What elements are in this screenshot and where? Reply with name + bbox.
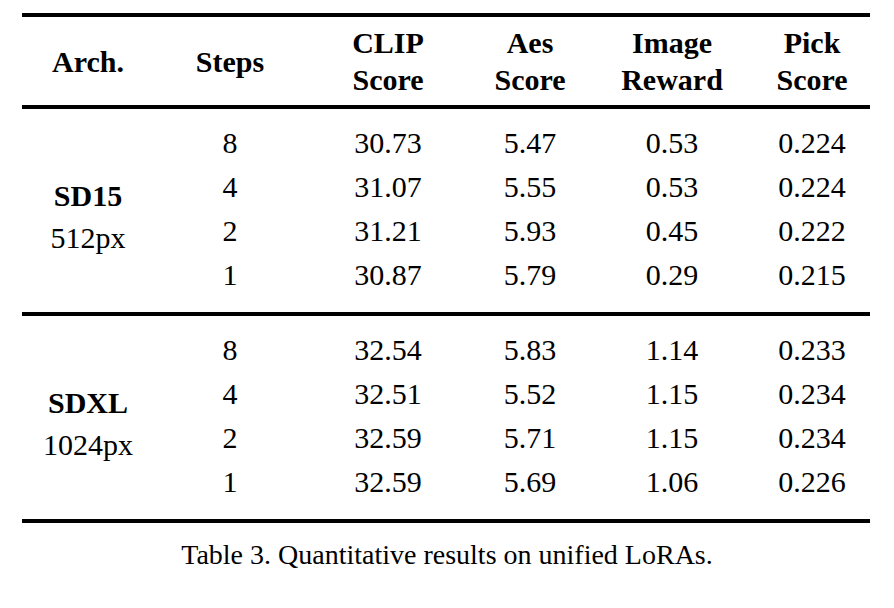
cell-image-reward: 0.53: [590, 165, 754, 209]
arch-name: SD15: [22, 175, 154, 217]
cell-aes-score: 5.55: [470, 165, 590, 209]
cell-aes-score: 5.79: [470, 253, 590, 314]
cell-aes-score: 5.52: [470, 372, 590, 416]
cell-clip-score: 32.59: [306, 460, 470, 521]
cell-aes-score: 5.47: [470, 107, 590, 165]
cell-image-reward: 0.29: [590, 253, 754, 314]
cell-steps: 1: [154, 253, 306, 314]
arch-cell-sd15: SD15 512px: [22, 107, 154, 314]
cell-clip-score: 31.07: [306, 165, 470, 209]
column-header-pick-score: Pick Score: [754, 15, 870, 107]
cell-steps: 8: [154, 314, 306, 372]
cell-image-reward: 0.45: [590, 209, 754, 253]
arch-resolution: 1024px: [22, 424, 154, 466]
arch-resolution: 512px: [22, 217, 154, 259]
cell-clip-score: 32.59: [306, 416, 470, 460]
cell-clip-score: 31.21: [306, 209, 470, 253]
row-group-sd15: SD15 512px 8 30.73 5.47 0.53 0.224 4 31.…: [22, 107, 870, 314]
column-header-image-reward: Image Reward: [590, 15, 754, 107]
cell-pick-score: 0.234: [754, 372, 870, 416]
cell-steps: 2: [154, 416, 306, 460]
table-caption: Table 3. Quantitative results on unified…: [0, 537, 894, 573]
cell-clip-score: 30.73: [306, 107, 470, 165]
arch-name: SDXL: [22, 382, 154, 424]
arch-cell-sdxl: SDXL 1024px: [22, 314, 154, 521]
cell-steps: 4: [154, 372, 306, 416]
cell-image-reward: 1.06: [590, 460, 754, 521]
cell-pick-score: 0.234: [754, 416, 870, 460]
cell-aes-score: 5.71: [470, 416, 590, 460]
row-group-sdxl: SDXL 1024px 8 32.54 5.83 1.14 0.233 4 32…: [22, 314, 870, 521]
paper-table-figure: Arch. Steps CLIP Score Aes Score Image R…: [0, 0, 894, 608]
cell-image-reward: 0.53: [590, 107, 754, 165]
table-row: SD15 512px 8 30.73 5.47 0.53 0.224: [22, 107, 870, 165]
cell-pick-score: 0.226: [754, 460, 870, 521]
table-row: SDXL 1024px 8 32.54 5.83 1.14 0.233: [22, 314, 870, 372]
cell-image-reward: 1.15: [590, 372, 754, 416]
column-header-arch: Arch.: [22, 15, 154, 107]
cell-image-reward: 1.15: [590, 416, 754, 460]
cell-pick-score: 0.224: [754, 107, 870, 165]
column-header-aes-score: Aes Score: [470, 15, 590, 107]
cell-clip-score: 32.54: [306, 314, 470, 372]
cell-steps: 4: [154, 165, 306, 209]
cell-aes-score: 5.83: [470, 314, 590, 372]
cell-pick-score: 0.222: [754, 209, 870, 253]
cell-pick-score: 0.233: [754, 314, 870, 372]
cell-image-reward: 1.14: [590, 314, 754, 372]
column-header-clip-score: CLIP Score: [306, 15, 470, 107]
cell-steps: 1: [154, 460, 306, 521]
cell-clip-score: 32.51: [306, 372, 470, 416]
cell-pick-score: 0.215: [754, 253, 870, 314]
cell-steps: 2: [154, 209, 306, 253]
cell-steps: 8: [154, 107, 306, 165]
cell-clip-score: 30.87: [306, 253, 470, 314]
results-table: Arch. Steps CLIP Score Aes Score Image R…: [22, 13, 870, 523]
table-header-row: Arch. Steps CLIP Score Aes Score Image R…: [22, 15, 870, 107]
cell-aes-score: 5.93: [470, 209, 590, 253]
column-header-steps: Steps: [154, 15, 306, 107]
cell-pick-score: 0.224: [754, 165, 870, 209]
cell-aes-score: 5.69: [470, 460, 590, 521]
